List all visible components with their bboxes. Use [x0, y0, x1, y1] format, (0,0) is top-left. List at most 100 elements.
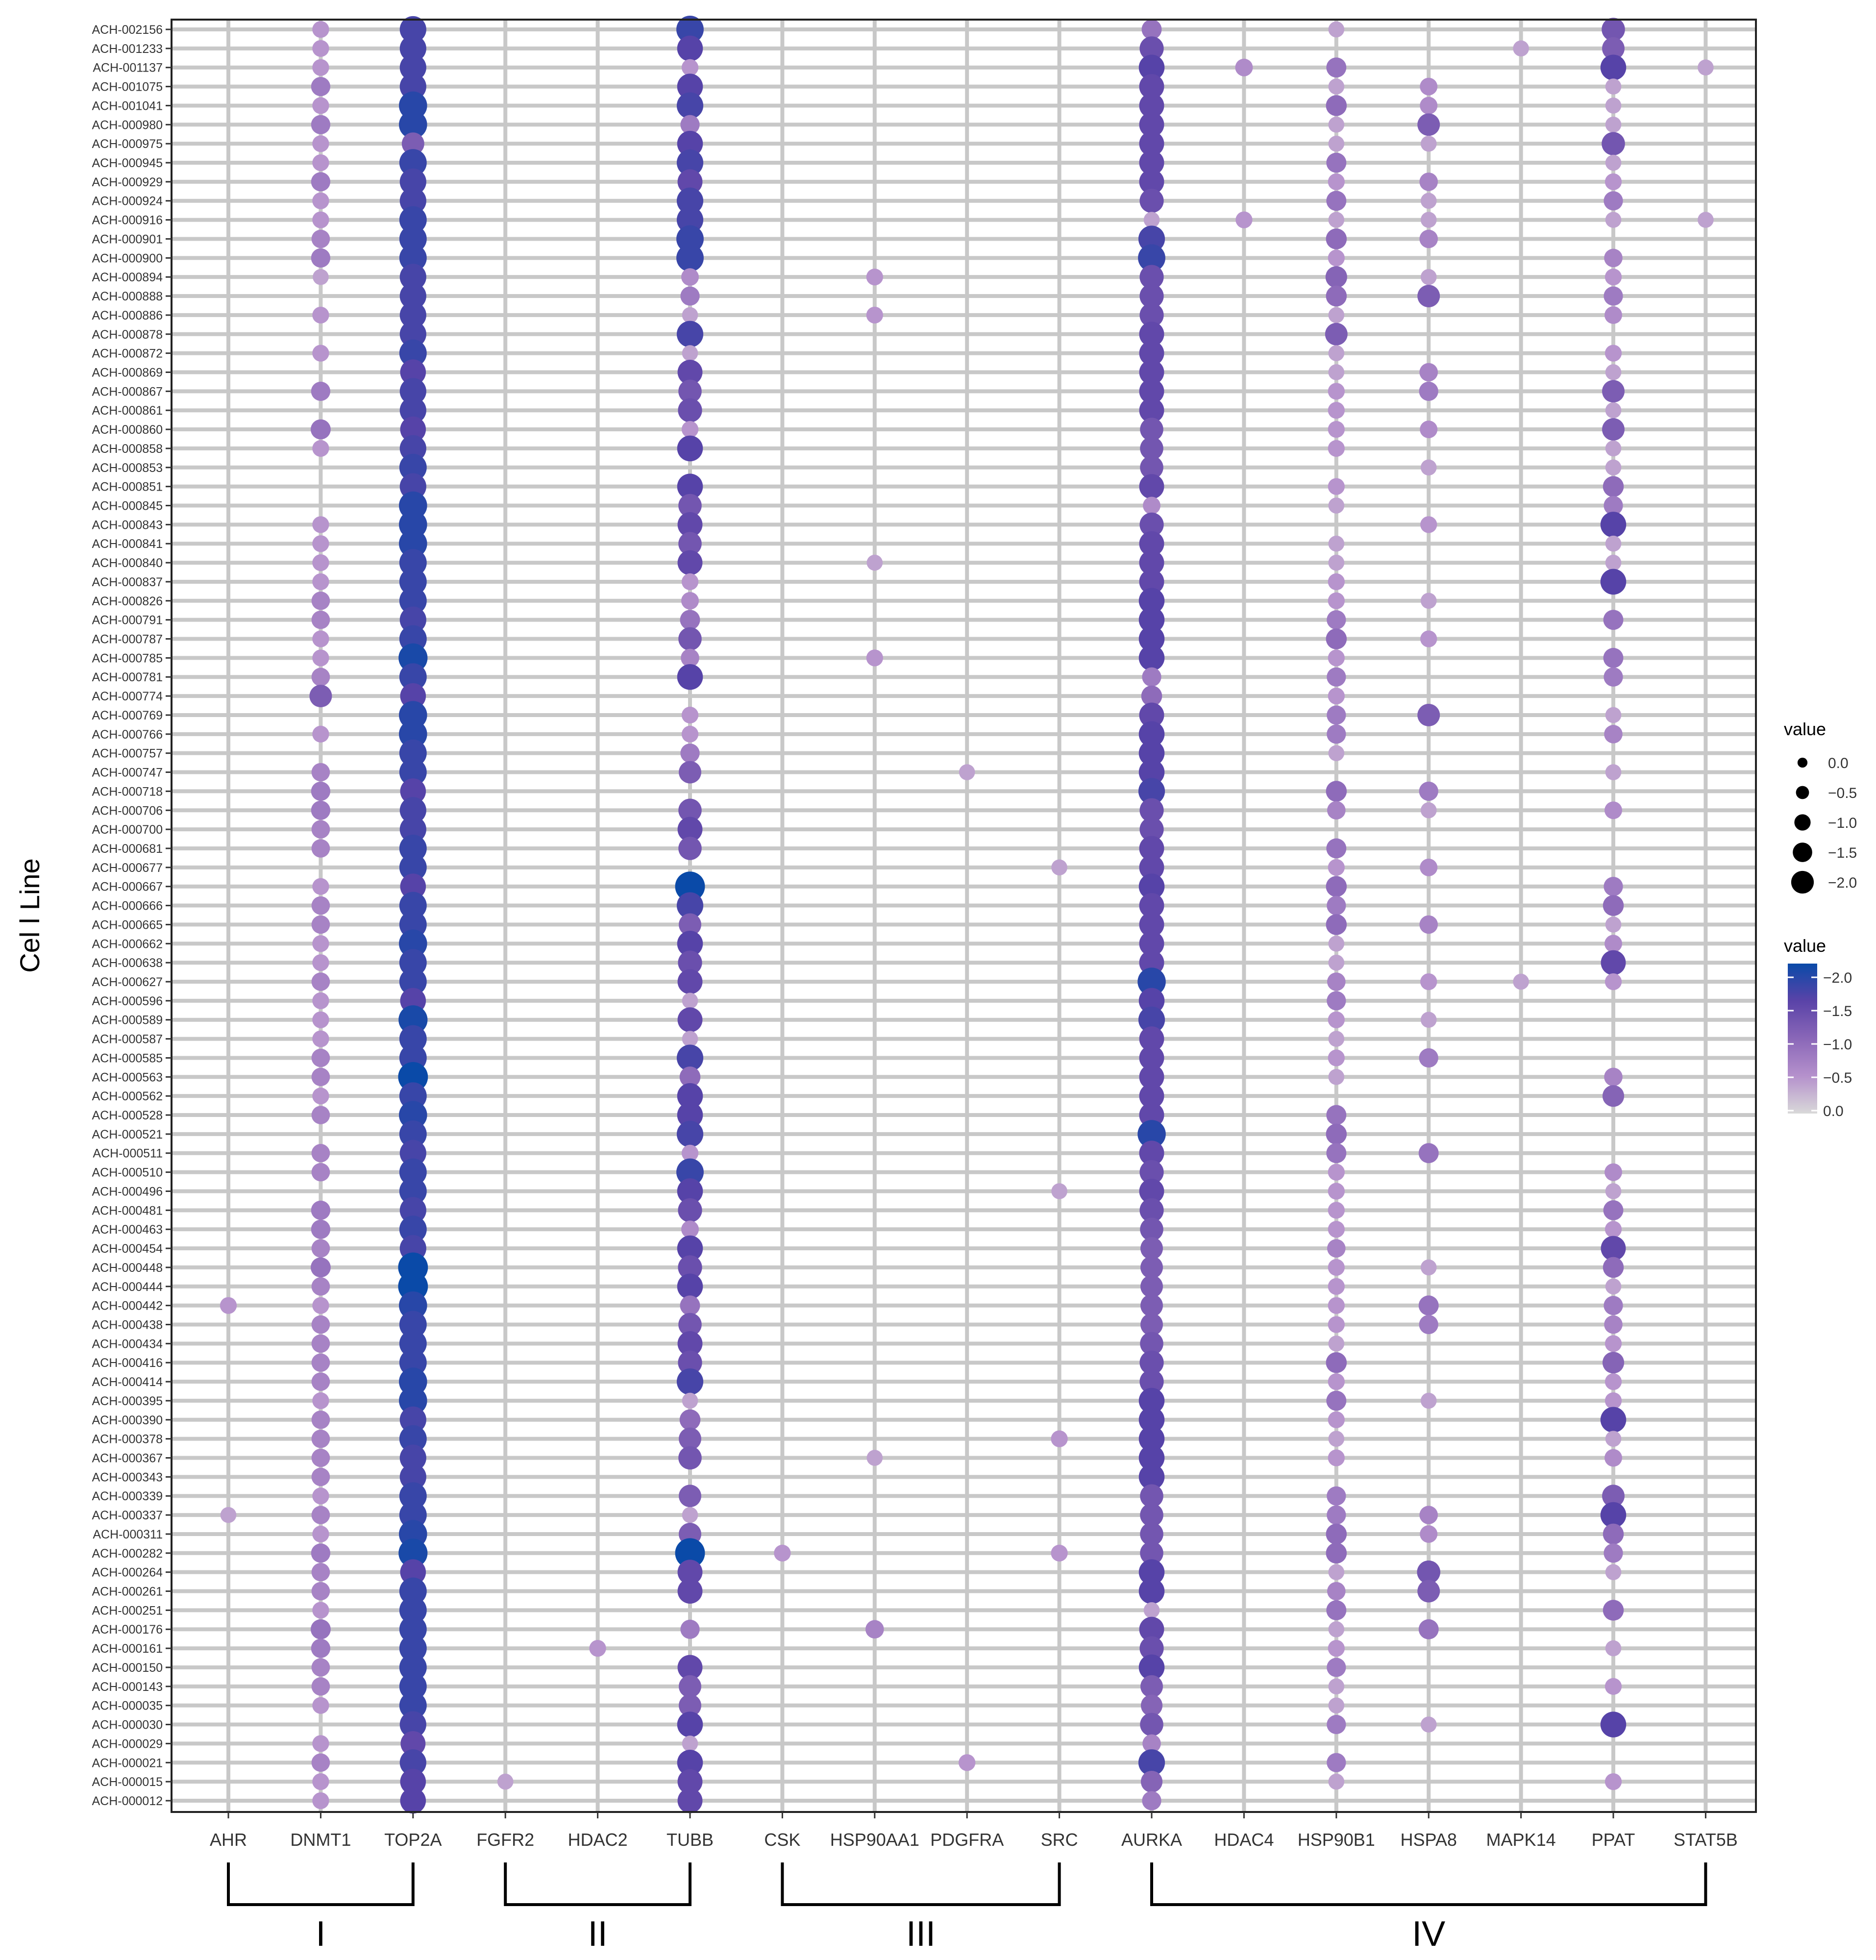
x-tick-label: HSP90AA1 — [830, 1830, 919, 1850]
data-point — [311, 1106, 330, 1124]
data-point — [1139, 912, 1164, 937]
data-point — [680, 286, 700, 306]
y-tick-label: ACH-000706 — [92, 804, 163, 818]
data-point — [1328, 364, 1345, 380]
data-point — [1328, 383, 1345, 400]
y-tick-label: ACH-000030 — [92, 1718, 163, 1732]
data-point — [1326, 1390, 1347, 1411]
data-point — [311, 972, 330, 991]
data-point — [1140, 1217, 1163, 1241]
x-tick-label: PPAT — [1592, 1830, 1635, 1850]
x-tick-label: CSK — [764, 1830, 800, 1850]
data-point — [1604, 1773, 1622, 1790]
data-point — [1602, 1085, 1625, 1107]
data-point — [1328, 1316, 1345, 1333]
data-point — [1328, 1259, 1345, 1276]
data-point — [311, 1467, 330, 1487]
data-point — [399, 1387, 427, 1415]
data-point — [1138, 1445, 1165, 1471]
data-point — [1139, 341, 1164, 366]
y-tick-label: ACH-000667 — [92, 880, 163, 894]
data-point — [1420, 802, 1437, 819]
y-tick-label: ACH-000677 — [92, 861, 163, 875]
data-point — [1138, 1654, 1165, 1681]
data-point — [682, 1507, 698, 1523]
data-point — [399, 529, 427, 558]
data-point — [399, 168, 426, 195]
data-point — [399, 435, 426, 462]
data-point — [677, 1235, 703, 1262]
y-tick-label: ACH-000176 — [92, 1623, 163, 1637]
data-point — [678, 1350, 702, 1375]
data-point — [1327, 667, 1346, 687]
y-tick-label: ACH-000700 — [92, 823, 163, 837]
color-legend-label: −1.5 — [1823, 1003, 1852, 1019]
y-tick-label: ACH-000878 — [92, 328, 163, 342]
data-point — [677, 1083, 703, 1109]
data-point — [676, 892, 704, 919]
data-point — [1328, 935, 1345, 952]
data-point — [682, 1392, 698, 1409]
data-point — [1698, 59, 1714, 76]
data-point — [1418, 1143, 1439, 1164]
y-tick-label: ACH-000021 — [92, 1756, 163, 1770]
data-point — [312, 97, 329, 114]
data-point — [399, 1482, 427, 1510]
data-point — [1139, 131, 1164, 156]
data-point — [1326, 1352, 1347, 1373]
data-point — [678, 798, 702, 822]
data-point — [399, 1635, 427, 1662]
data-point — [312, 573, 329, 591]
data-point — [1327, 1658, 1346, 1677]
data-point — [1328, 440, 1345, 457]
data-point — [1420, 1525, 1438, 1543]
data-point — [1139, 836, 1164, 861]
data-point — [681, 706, 699, 724]
data-point — [865, 1620, 884, 1639]
data-point — [1600, 569, 1627, 595]
data-point — [680, 744, 700, 763]
data-point — [399, 1464, 426, 1490]
y-tick-label: ACH-000929 — [92, 175, 163, 189]
data-point — [866, 649, 883, 667]
y-tick-label: ACH-001075 — [92, 80, 163, 94]
x-tick-label: HSP90B1 — [1298, 1830, 1375, 1850]
data-point — [311, 1315, 330, 1334]
data-point — [312, 1297, 329, 1314]
horizontal-gridlines — [173, 27, 1755, 1803]
data-point — [1326, 95, 1347, 116]
data-point — [1142, 1791, 1161, 1811]
x-tick-label: AURKA — [1121, 1830, 1182, 1850]
data-point — [311, 1506, 330, 1524]
data-point — [1051, 1183, 1067, 1199]
data-point — [400, 1559, 426, 1585]
data-point — [311, 1429, 330, 1448]
data-point — [679, 913, 701, 936]
data-point — [399, 1025, 427, 1053]
x-tick-label: HSPA8 — [1401, 1830, 1457, 1850]
y-tick-label: ACH-000747 — [92, 766, 163, 780]
data-point — [400, 1768, 426, 1795]
data-point — [959, 1754, 976, 1771]
data-point — [398, 1538, 428, 1568]
data-point — [399, 264, 426, 291]
data-point — [1139, 1045, 1164, 1070]
data-point — [1328, 1621, 1345, 1637]
data-point — [1139, 931, 1164, 956]
group-bracket — [781, 1862, 1061, 1906]
data-point — [1603, 895, 1624, 916]
data-point — [1419, 1506, 1438, 1524]
data-point — [1328, 1031, 1345, 1047]
data-point — [1140, 1484, 1163, 1508]
data-point — [677, 435, 703, 462]
data-point — [310, 1619, 331, 1639]
y-tick-label: ACH-000843 — [92, 518, 163, 532]
data-point — [1605, 554, 1622, 571]
data-point — [681, 1220, 699, 1239]
y-tick-label: ACH-000339 — [92, 1489, 163, 1503]
data-point — [312, 554, 329, 571]
data-point — [1698, 212, 1714, 228]
data-point — [680, 610, 700, 630]
data-point — [312, 135, 329, 152]
data-point — [1605, 535, 1622, 552]
